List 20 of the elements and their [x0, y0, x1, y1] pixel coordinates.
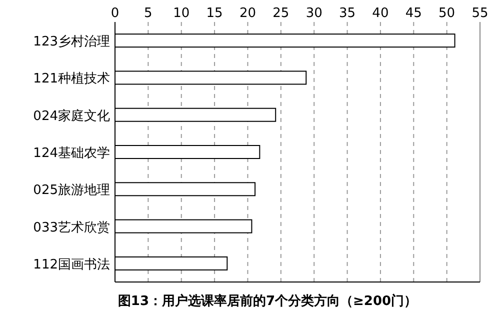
x-tick-label: 20 — [239, 6, 256, 21]
x-tick-label: 40 — [372, 6, 389, 21]
y-tick-label: 112国画书法 — [33, 257, 110, 272]
y-tick-label: 025旅游地理 — [33, 183, 110, 198]
y-tick-label: 024家庭文化 — [33, 108, 110, 124]
x-tick-label: 5 — [144, 6, 152, 21]
text: 图13：用户选课率居前的7个分类方向（≥200门） — [118, 293, 418, 309]
x-tick-label: 55 — [472, 6, 488, 21]
x-tick-label: 30 — [306, 6, 322, 21]
x-tick-label: 0 — [110, 6, 120, 21]
x-tick-label: 45 — [405, 6, 422, 21]
y-tick-label: 033艺术欣赏 — [33, 220, 110, 236]
x-tick-label: 35 — [339, 6, 356, 21]
x-tick-label: 10 — [173, 6, 190, 21]
x-tick-label: 15 — [206, 6, 223, 21]
y-tick-label: 121种植技术 — [33, 72, 110, 87]
x-tick-label: 50 — [438, 6, 456, 21]
x-tick-label: 25 — [272, 6, 290, 21]
y-tick-label: 124基础农学 — [33, 146, 110, 161]
y-tick-label: 123乡村治理 — [33, 34, 110, 50]
